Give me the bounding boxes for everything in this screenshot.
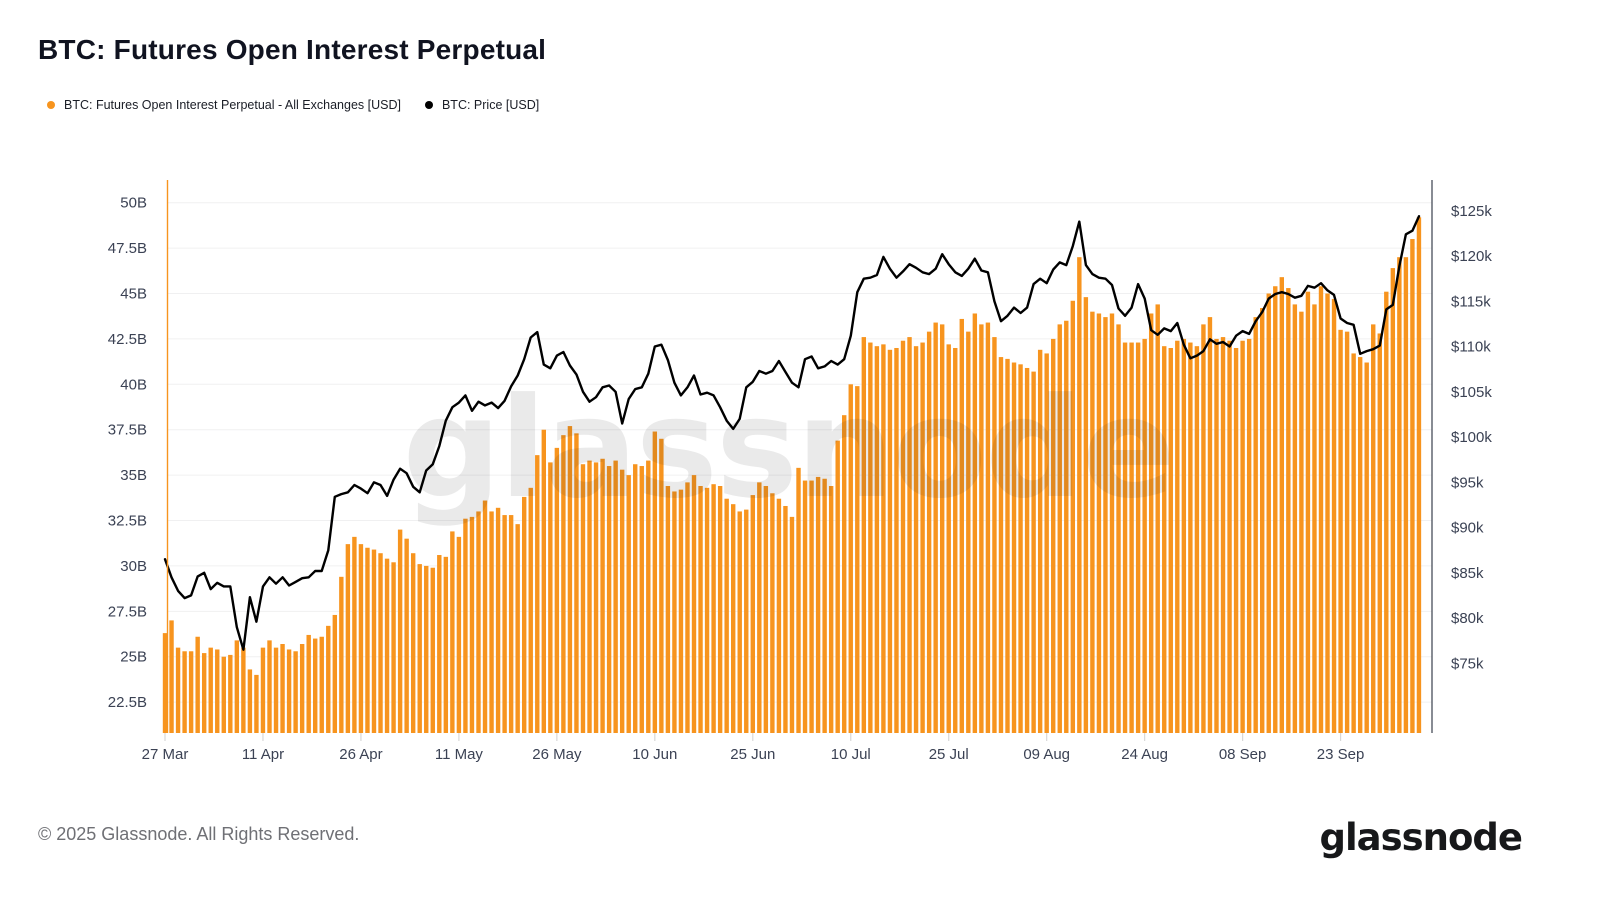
legend-dot-black-icon — [424, 101, 433, 109]
x-axis-tick-label: 09 Aug — [1023, 746, 1070, 763]
x-axis-tick-label: 25 Jul — [929, 746, 969, 763]
legend-item-price[interactable]: BTC: Price [USD] — [424, 98, 540, 112]
left-axis-tick-label: 37.5B — [108, 422, 147, 439]
x-axis-tick-label: 11 May — [435, 746, 484, 763]
left-axis-tick-label: 22.5B — [108, 694, 147, 711]
x-axis-tick-label: 26 Apr — [339, 746, 382, 763]
x-axis-tick-label: 25 Jun — [730, 746, 775, 763]
left-axis-tick-label: 35B — [120, 467, 147, 484]
page-title: BTC: Futures Open Interest Perpetual — [38, 34, 547, 65]
left-axis-tick-label: 27.5B — [108, 603, 147, 620]
left-axis-tick-label: 50B — [120, 195, 147, 212]
chart-legend: BTC: Futures Open Interest Perpetual - A… — [47, 98, 539, 112]
left-axis-tick-label: 30B — [120, 558, 147, 575]
left-axis-tick-label: 40B — [120, 376, 147, 393]
open-interest-bars — [162, 217, 1422, 734]
left-axis-tick-label: 25B — [120, 649, 147, 666]
legend-label-open-interest: BTC: Futures Open Interest Perpetual - A… — [64, 98, 401, 112]
legend-dot-orange-icon — [47, 101, 55, 109]
x-axis-tick-label: 26 May — [532, 746, 582, 763]
x-axis-tick-label: 23 Sep — [1317, 746, 1365, 763]
legend-item-open-interest[interactable]: BTC: Futures Open Interest Perpetual - A… — [47, 98, 401, 112]
x-axis-tick-label: 10 Jul — [831, 746, 871, 763]
right-axis-tick-label: $100k — [1451, 429, 1492, 446]
glassnode-watermark: glassnode — [403, 368, 1174, 529]
right-axis-tick-label: $115k — [1451, 293, 1491, 310]
left-axis-tick-label: 45B — [120, 286, 147, 303]
glassnode-wordmark: glassnode — [1319, 816, 1523, 859]
right-axis-tick-label: $85k — [1451, 565, 1484, 582]
left-axis-tick-label: 42.5B — [108, 331, 147, 348]
left-axis-tick-label: 47.5B — [108, 240, 147, 257]
right-axis-tick-label: $95k — [1451, 474, 1484, 491]
right-axis-tick-label: $90k — [1451, 520, 1484, 537]
right-axis-tick-label: $125k — [1451, 203, 1492, 220]
copyright-text: © 2025 Glassnode. All Rights Reserved. — [38, 824, 360, 844]
legend-label-price: BTC: Price [USD] — [441, 98, 540, 112]
x-axis-tick-label: 10 Jun — [632, 746, 677, 763]
x-axis-tick-label: 08 Sep — [1219, 746, 1267, 763]
x-axis-tick-label: 27 Mar — [142, 746, 189, 763]
left-axis-tick-label: 32.5B — [108, 513, 147, 530]
right-axis-tick-label: $105k — [1451, 384, 1492, 401]
x-axis-tick-label: 24 Aug — [1121, 746, 1168, 763]
x-axis-tick-label: 11 Apr — [242, 746, 284, 763]
right-axis-tick-label: $80k — [1451, 610, 1484, 627]
right-axis-tick-label: $120k — [1451, 248, 1492, 265]
right-axis-tick-label: $110k — [1451, 339, 1491, 356]
btc-price-line — [163, 214, 1421, 651]
right-axis-tick-label: $75k — [1451, 655, 1484, 672]
